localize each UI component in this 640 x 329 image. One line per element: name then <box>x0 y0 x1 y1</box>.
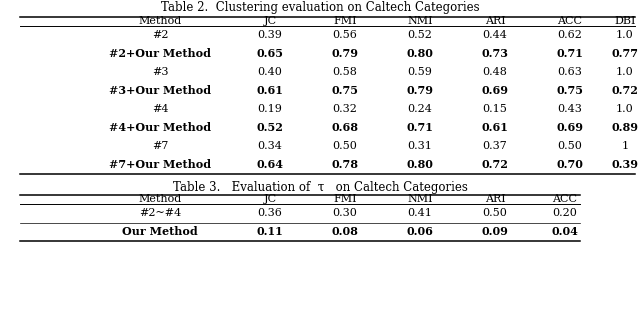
Text: 0.77: 0.77 <box>611 48 639 59</box>
Text: Method: Method <box>138 194 182 205</box>
Text: 0.19: 0.19 <box>257 104 282 114</box>
Text: 0.11: 0.11 <box>257 226 284 237</box>
Text: 0.73: 0.73 <box>481 48 509 59</box>
Text: 0.79: 0.79 <box>406 85 433 96</box>
Text: Table 3.   Evaluation of  τ   on Caltech Categories: Table 3. Evaluation of τ on Caltech Cate… <box>173 181 467 193</box>
Text: 0.59: 0.59 <box>408 67 433 77</box>
Text: 0.72: 0.72 <box>612 85 639 96</box>
Text: 1.0: 1.0 <box>616 67 634 77</box>
Text: 0.71: 0.71 <box>406 122 433 133</box>
Text: 0.68: 0.68 <box>332 122 358 133</box>
Text: 0.09: 0.09 <box>481 226 508 237</box>
Text: #7+Our Method: #7+Our Method <box>109 159 211 170</box>
Text: 0.52: 0.52 <box>408 30 433 40</box>
Text: 0.69: 0.69 <box>557 122 584 133</box>
Text: Method: Method <box>138 16 182 27</box>
Text: 0.61: 0.61 <box>257 85 284 96</box>
Text: 0.39: 0.39 <box>611 159 639 170</box>
Text: 0.89: 0.89 <box>611 122 639 133</box>
Text: 0.31: 0.31 <box>408 141 433 151</box>
Text: 0.61: 0.61 <box>481 122 508 133</box>
Text: 0.50: 0.50 <box>483 208 508 218</box>
Text: 0.30: 0.30 <box>333 208 357 218</box>
Text: FMI: FMI <box>333 194 357 205</box>
Text: 0.58: 0.58 <box>333 67 357 77</box>
Text: 0.80: 0.80 <box>406 159 433 170</box>
Text: 0.24: 0.24 <box>408 104 433 114</box>
Text: #4+Our Method: #4+Our Method <box>109 122 211 133</box>
Text: #7: #7 <box>152 141 168 151</box>
Text: 1: 1 <box>621 141 628 151</box>
Text: 0.15: 0.15 <box>483 104 508 114</box>
Text: #3+Our Method: #3+Our Method <box>109 85 211 96</box>
Text: 0.64: 0.64 <box>257 159 284 170</box>
Text: 0.32: 0.32 <box>333 104 357 114</box>
Text: 0.80: 0.80 <box>406 48 433 59</box>
Text: #2: #2 <box>152 30 168 40</box>
Text: 1.0: 1.0 <box>616 30 634 40</box>
Text: 0.04: 0.04 <box>552 226 579 237</box>
Text: 0.48: 0.48 <box>483 67 508 77</box>
Text: 0.41: 0.41 <box>408 208 433 218</box>
Text: NMI: NMI <box>407 194 433 205</box>
Text: 0.36: 0.36 <box>257 208 282 218</box>
Text: 0.52: 0.52 <box>257 122 284 133</box>
Text: Table 2.  Clustering evaluation on Caltech Categories: Table 2. Clustering evaluation on Caltec… <box>161 2 479 14</box>
Text: 1.0: 1.0 <box>616 104 634 114</box>
Text: 0.75: 0.75 <box>557 85 584 96</box>
Text: #2+Our Method: #2+Our Method <box>109 48 211 59</box>
Text: 0.39: 0.39 <box>257 30 282 40</box>
Text: 0.34: 0.34 <box>257 141 282 151</box>
Text: 0.70: 0.70 <box>557 159 584 170</box>
Text: ACC: ACC <box>557 16 582 27</box>
Text: DBI: DBI <box>614 16 636 27</box>
Text: 0.06: 0.06 <box>406 226 433 237</box>
Text: 0.62: 0.62 <box>557 30 582 40</box>
Text: 0.69: 0.69 <box>481 85 509 96</box>
Text: #3: #3 <box>152 67 168 77</box>
Text: 0.50: 0.50 <box>333 141 357 151</box>
Text: ACC: ACC <box>552 194 577 205</box>
Text: 0.78: 0.78 <box>332 159 358 170</box>
Text: 0.43: 0.43 <box>557 104 582 114</box>
Text: 0.65: 0.65 <box>257 48 284 59</box>
Text: 0.72: 0.72 <box>481 159 508 170</box>
Text: 0.37: 0.37 <box>483 141 508 151</box>
Text: 0.56: 0.56 <box>333 30 357 40</box>
Text: #4: #4 <box>152 104 168 114</box>
Text: 0.71: 0.71 <box>557 48 584 59</box>
Text: NMI: NMI <box>407 16 433 27</box>
Text: ARI: ARI <box>484 16 506 27</box>
Text: 0.79: 0.79 <box>332 48 358 59</box>
Text: 0.63: 0.63 <box>557 67 582 77</box>
Text: 0.08: 0.08 <box>332 226 358 237</box>
Text: 0.40: 0.40 <box>257 67 282 77</box>
Text: 0.20: 0.20 <box>552 208 577 218</box>
Text: 0.75: 0.75 <box>332 85 358 96</box>
Text: #2~#4: #2~#4 <box>139 208 181 218</box>
Text: Our Method: Our Method <box>122 226 198 237</box>
Text: ARI: ARI <box>484 194 506 205</box>
Text: JC: JC <box>264 16 276 27</box>
Text: 0.50: 0.50 <box>557 141 582 151</box>
Text: FMI: FMI <box>333 16 357 27</box>
Text: JC: JC <box>264 194 276 205</box>
Text: 0.44: 0.44 <box>483 30 508 40</box>
